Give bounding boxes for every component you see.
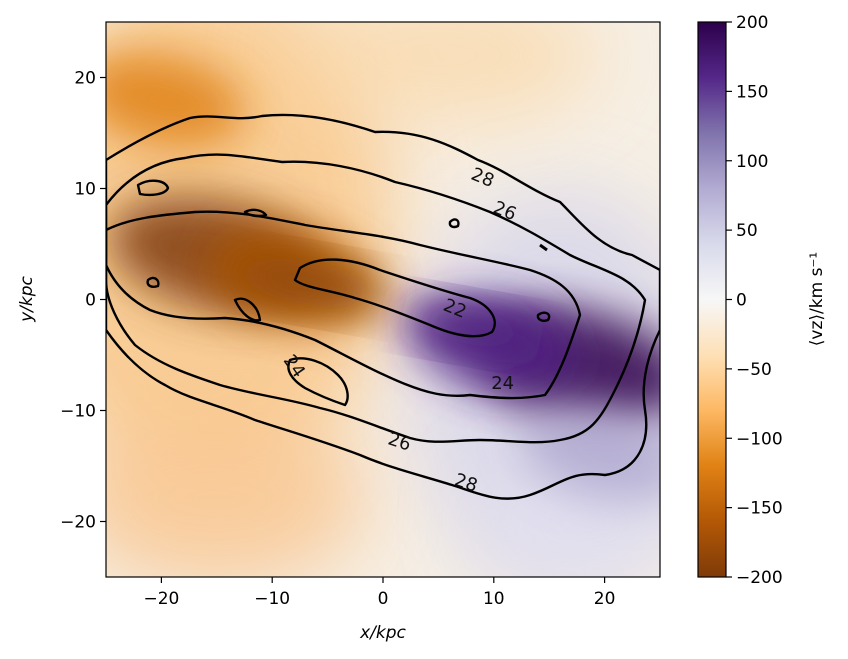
contour-blob-7 (539, 243, 548, 252)
contour-blob-6 (233, 297, 262, 322)
colorbar-tick-label: 150 (736, 82, 768, 102)
contour-blob-5 (536, 311, 551, 322)
contour-label: 24 (491, 373, 514, 394)
colorbar-tick-label: 0 (736, 291, 747, 311)
y-tick-label: −10 (60, 402, 96, 422)
contour-22 (293, 258, 496, 338)
colorbar-tick-label: −200 (736, 568, 783, 588)
x-tick-label: 0 (378, 589, 389, 609)
contour-blob-3 (146, 276, 160, 288)
contour-24 (106, 210, 582, 400)
y-tick-label: −20 (60, 513, 96, 533)
y-tick-label: 10 (74, 180, 96, 200)
colorbar-label: ⟨vz⟩/km s⁻¹ (807, 252, 827, 346)
heat-top-orange (278, 22, 599, 126)
y-axis-ticks: −20 −10 0 10 20 (60, 69, 106, 533)
x-axis-ticks: −20 −10 0 10 20 (143, 577, 615, 609)
colorbar-tick-label: −100 (736, 429, 783, 449)
contour-26 (106, 153, 647, 444)
colorbar: −200 −150 −100 −50 0 50 100 150 200 ⟨vz⟩/km s⁻¹ (697, 13, 827, 588)
x-tick-label: 10 (483, 589, 505, 609)
heatmap (106, 22, 660, 577)
contour-24-island (287, 357, 349, 407)
contour-blob-4 (448, 218, 460, 229)
colorbar-tick-label: −50 (736, 360, 772, 380)
x-tick-label: 20 (594, 589, 616, 609)
colorbar-tick-label: 200 (736, 13, 768, 33)
x-tick-label: −10 (254, 589, 290, 609)
x-tick-label: −20 (143, 589, 179, 609)
x-axis-label: x/kpc (359, 623, 406, 643)
contour-lines (106, 113, 660, 500)
colorbar-tick-label: 50 (736, 221, 758, 241)
y-tick-label: 0 (85, 291, 96, 311)
colorbar-tick-label: 100 (736, 152, 768, 172)
contour-blob-2 (243, 208, 268, 218)
colorbar-ticks: −200 −150 −100 −50 0 50 100 150 200 (726, 13, 783, 588)
y-tick-label: 20 (74, 69, 96, 89)
colorbar-gradient (698, 22, 726, 577)
contour-28 (106, 113, 660, 500)
heat-bottom-left-orange (106, 409, 367, 577)
y-axis-label: y/kpc (17, 275, 37, 322)
colorbar-tick-label: −150 (736, 499, 783, 519)
contour-blob-1 (136, 179, 170, 197)
heat-lobe-2 (106, 52, 246, 148)
heat-bar-right (402, 304, 541, 351)
